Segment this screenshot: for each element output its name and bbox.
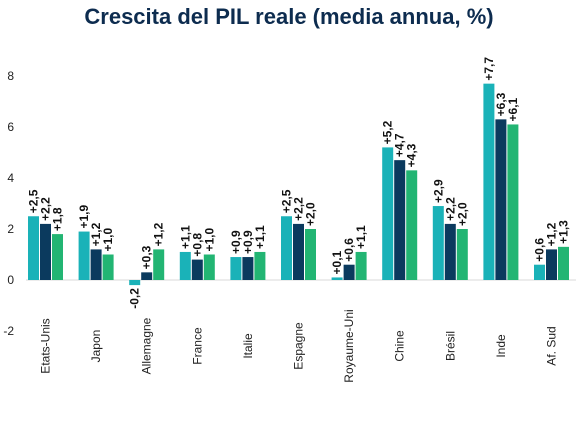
bar — [281, 216, 292, 280]
bar — [382, 147, 394, 280]
bar — [52, 234, 63, 280]
bar — [432, 206, 444, 280]
data-label: +1,0 — [101, 227, 115, 251]
data-label: +1,3 — [557, 220, 571, 244]
bar — [293, 223, 304, 280]
data-label: +1,8 — [51, 207, 65, 231]
bar — [507, 124, 519, 280]
bar — [129, 280, 141, 286]
data-label: +6,1 — [506, 97, 520, 121]
data-label: +0,6 — [533, 238, 547, 262]
bar — [305, 229, 316, 280]
data-label: +0,1 — [330, 250, 344, 274]
data-label: +2,9 — [431, 179, 445, 203]
data-label: +7,7 — [482, 57, 496, 81]
chart-title: Crescita del PIL reale (media annua, %) — [84, 4, 494, 29]
data-label: +1,2 — [545, 222, 559, 246]
data-label: +1,1 — [178, 225, 192, 249]
category-label: Etats-Unis — [39, 318, 53, 373]
bar — [153, 249, 165, 280]
bar — [40, 223, 51, 280]
bar — [456, 229, 468, 280]
bar — [90, 249, 102, 280]
y-tick-label: 4 — [7, 171, 14, 185]
data-label: +1,1 — [253, 225, 267, 249]
data-label: +4,7 — [393, 133, 407, 157]
bar — [242, 257, 254, 280]
category-label: Espagne — [292, 322, 306, 370]
bar — [406, 170, 418, 280]
data-label: +2,5 — [280, 189, 294, 213]
data-label: +2,2 — [443, 197, 457, 221]
bar — [78, 231, 90, 280]
bar — [534, 264, 545, 280]
category-label: Brésil — [443, 331, 457, 361]
data-label: +1,2 — [89, 222, 103, 246]
data-label: +0,8 — [190, 233, 204, 257]
bar — [331, 277, 343, 280]
category-label: Af. Sud — [545, 326, 559, 365]
y-tick-label: 8 — [7, 69, 14, 83]
category-label: Italie — [241, 333, 255, 359]
bar — [343, 264, 355, 280]
category-label: Chine — [393, 330, 407, 362]
data-label: +2,0 — [455, 202, 469, 226]
bar — [102, 254, 114, 280]
data-label: +5,2 — [381, 120, 395, 144]
data-label: +1,2 — [152, 222, 166, 246]
bar — [483, 83, 495, 281]
data-label: +0,9 — [229, 230, 243, 254]
data-label: -0,2 — [128, 288, 142, 309]
data-label: +2,2 — [292, 197, 306, 221]
category-label: Inde — [494, 334, 508, 358]
category-label: Allemagne — [140, 317, 154, 374]
data-label: +0,3 — [140, 245, 154, 269]
data-label: +2,5 — [27, 189, 41, 213]
category-label: Royaume-Uni — [342, 309, 356, 382]
bar — [546, 249, 557, 280]
bar — [141, 272, 153, 280]
data-label: +0,9 — [241, 230, 255, 254]
data-label: +0,6 — [342, 238, 356, 262]
data-label: +2,0 — [304, 202, 318, 226]
data-label: +6,3 — [494, 92, 508, 116]
bar — [495, 119, 507, 280]
y-tick-label: 0 — [7, 273, 14, 287]
bar — [203, 254, 215, 280]
y-tick-label: -2 — [3, 324, 14, 338]
bar — [254, 251, 266, 280]
data-label: +2,2 — [39, 197, 53, 221]
y-tick-label: 2 — [7, 222, 14, 236]
data-label: +1,0 — [202, 227, 216, 251]
bar — [179, 251, 191, 280]
bar — [444, 223, 456, 280]
category-label: France — [190, 327, 204, 365]
bar — [394, 160, 406, 280]
y-tick-label: 6 — [7, 120, 14, 134]
bar — [28, 216, 39, 280]
data-label: +1,9 — [77, 205, 91, 229]
data-label: +4,3 — [405, 143, 419, 167]
bar — [191, 259, 203, 280]
bar — [230, 257, 242, 280]
category-label: Japon — [89, 330, 103, 363]
bar — [355, 251, 367, 280]
data-label: +1,1 — [354, 225, 368, 249]
bar — [558, 246, 569, 280]
